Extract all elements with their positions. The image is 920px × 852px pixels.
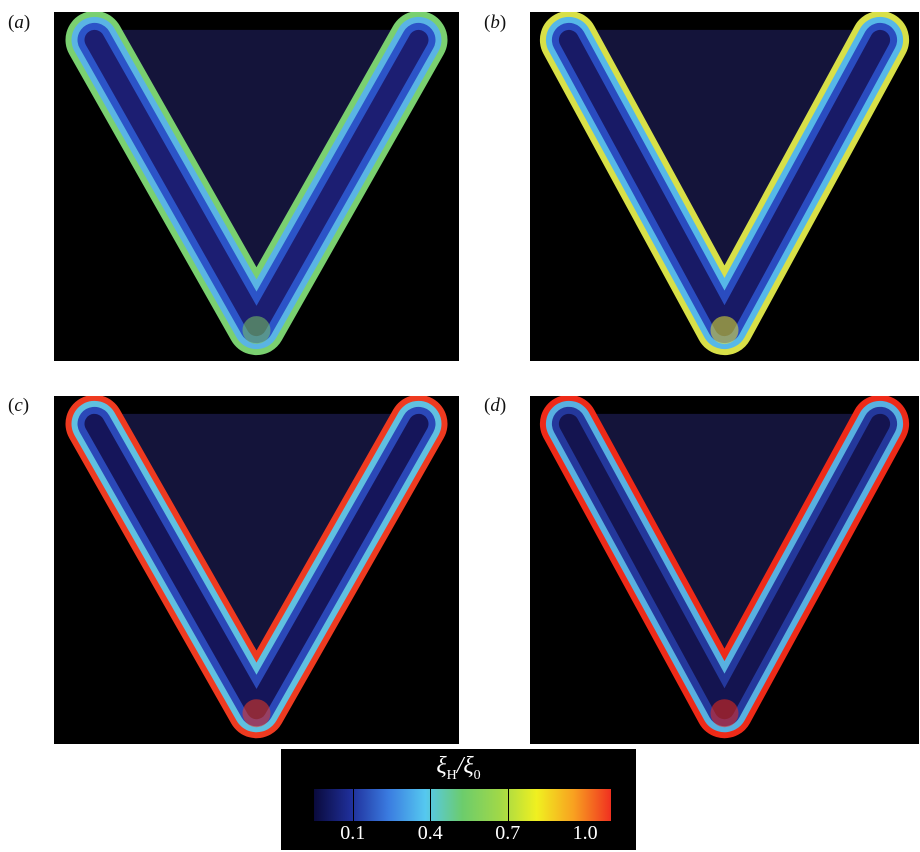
colorbar-tick-label: 0.7 xyxy=(495,822,521,844)
colorbar-tick-label: 1.0 xyxy=(572,822,598,844)
colorbar-tick xyxy=(507,789,509,821)
v-field-a xyxy=(65,12,448,356)
colorbar-tick xyxy=(352,789,354,821)
colorbar-tick-label: 0.1 xyxy=(340,822,366,844)
v-field-d xyxy=(539,396,910,739)
panel-label-a: (a) xyxy=(8,12,31,33)
panel-label-d: (d) xyxy=(484,395,507,416)
panel-label-c: (c) xyxy=(8,395,30,416)
v-interior xyxy=(94,29,419,287)
v-tip xyxy=(710,316,739,345)
colorbar-tick xyxy=(430,789,432,821)
v-interior xyxy=(568,29,881,287)
v-tip xyxy=(242,699,271,728)
panel-c xyxy=(54,396,459,744)
colorbar-gradient xyxy=(314,789,611,821)
panel-d xyxy=(530,396,919,744)
colorbar-tick-label: 0.4 xyxy=(417,822,443,844)
v-field-b xyxy=(539,12,910,356)
v-interior xyxy=(568,413,881,670)
panel-b xyxy=(530,12,919,361)
panel-a xyxy=(54,12,459,361)
colorbar: ξH/ξ0 0.1 0.4 0.7 1.0 xyxy=(281,749,636,850)
v-interior xyxy=(94,413,419,670)
colorbar-title: ξH/ξ0 xyxy=(436,753,481,783)
v-field-c xyxy=(65,396,448,739)
panel-label-b: (b) xyxy=(484,12,507,33)
v-tip xyxy=(710,699,739,728)
v-tip xyxy=(242,316,271,345)
